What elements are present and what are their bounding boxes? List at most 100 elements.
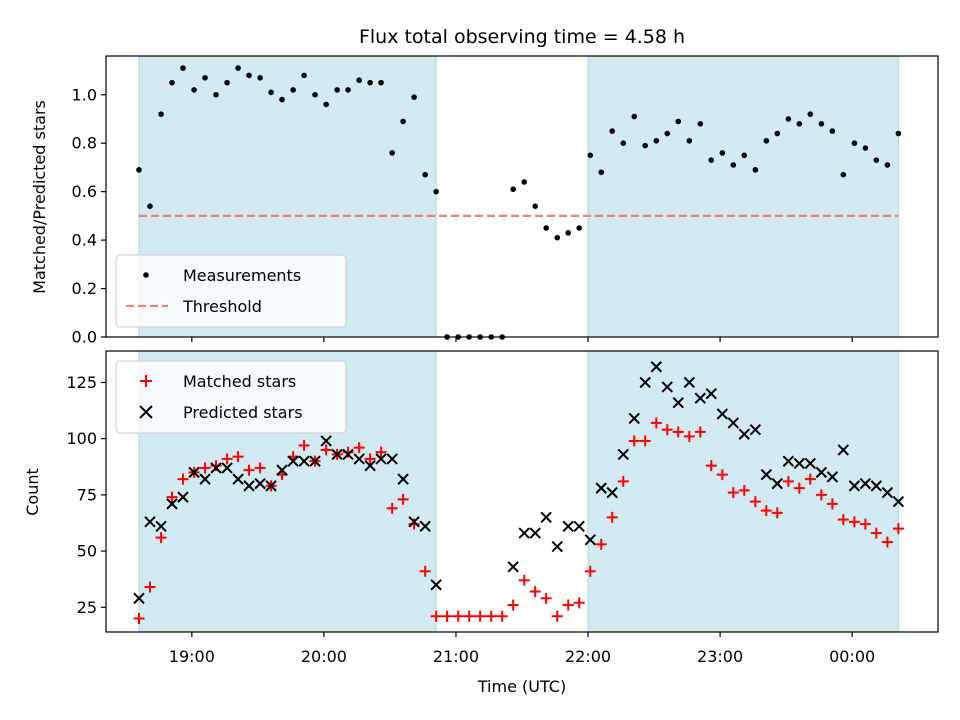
matched-star-point xyxy=(628,435,640,447)
predicted-star-point xyxy=(386,453,398,465)
matched-star-point xyxy=(221,453,233,465)
x-tick-label: 20:00 xyxy=(301,647,347,666)
measurement-point xyxy=(609,128,615,134)
predicted-star-point xyxy=(573,520,585,533)
predicted-star-point xyxy=(144,516,156,528)
measurement-point xyxy=(433,188,439,195)
measurement-point xyxy=(301,72,307,79)
measurement-point xyxy=(367,79,373,86)
predicted-star-point xyxy=(320,435,332,447)
matched-star-point xyxy=(408,518,420,530)
matched-star-point xyxy=(573,597,585,609)
matched-star-point xyxy=(474,610,486,622)
matched-star-point xyxy=(771,507,783,519)
predicted-star-point xyxy=(617,448,629,461)
y-tick-label: 50 xyxy=(77,542,97,561)
legend-box xyxy=(115,254,347,328)
x-tick-label: 19:00 xyxy=(169,647,215,666)
predicted-star-point xyxy=(859,477,872,490)
matched-star-point xyxy=(617,475,629,487)
legend: Matched stars Predicted stars xyxy=(115,360,347,434)
matched-star-point xyxy=(177,473,189,485)
matched-star-point xyxy=(320,444,332,456)
matched-star-point xyxy=(397,493,409,505)
measurement-point xyxy=(708,157,715,163)
predicted-star-point xyxy=(529,527,541,539)
measurement-point xyxy=(576,225,582,231)
predicted-star-point xyxy=(639,376,651,389)
predicted-star-point xyxy=(595,482,607,494)
measurement-point xyxy=(796,121,803,127)
predicted-star-point xyxy=(287,455,299,467)
legend: Measurements Threshold xyxy=(115,254,347,328)
predicted-star-point xyxy=(518,527,530,539)
matched-star-point xyxy=(166,491,178,503)
matched-star-point xyxy=(452,610,464,622)
measurement-point xyxy=(422,171,428,178)
x-tick-label: 21:00 xyxy=(433,647,479,666)
measurement-point xyxy=(136,167,142,173)
predicted-star-point xyxy=(166,498,178,510)
matched-star-point xyxy=(419,565,431,577)
predicted-star-point xyxy=(705,388,717,400)
matched-star-point xyxy=(507,599,519,611)
legend-label: Measurements xyxy=(183,266,301,285)
predicted-star-point xyxy=(375,453,387,465)
measurement-point xyxy=(631,113,638,120)
matched-star-point xyxy=(848,516,860,528)
x-tick-label: 00:00 xyxy=(829,647,875,666)
measurement-point xyxy=(279,96,285,103)
predicted-star-point xyxy=(221,462,233,474)
matched-star-point xyxy=(232,451,244,463)
matched-star-point xyxy=(243,464,255,476)
legend-swatch-matched xyxy=(140,375,152,387)
measurement-point xyxy=(620,140,627,147)
matched-star-point xyxy=(815,489,827,501)
predicted-star-point xyxy=(507,561,519,573)
measurement-point xyxy=(532,203,539,209)
predicted-star-point xyxy=(408,516,420,528)
predicted-star-point xyxy=(364,459,376,472)
measurement-point xyxy=(334,87,340,93)
predicted-star-point xyxy=(199,473,211,485)
predicted-star-point xyxy=(562,520,574,533)
matched-star-point xyxy=(386,502,398,514)
y-tick-label: 1.0 xyxy=(72,85,97,104)
matched-star-point xyxy=(738,484,750,496)
predicted-star-point xyxy=(584,534,596,546)
top-panel: 0.0 0.2 0.4 0.6 0.8 1.0 Measurements Threshold xyxy=(72,55,939,347)
y-tick-label: 100 xyxy=(66,429,97,448)
predicted-star-point xyxy=(210,462,222,474)
predicted-star-point xyxy=(540,511,552,524)
measurement-point xyxy=(697,121,704,127)
predicted-star-point xyxy=(254,477,266,490)
predicted-star-point xyxy=(331,448,343,461)
matched-star-point xyxy=(254,462,266,474)
measurement-point xyxy=(312,91,318,98)
matched-star-point xyxy=(782,475,794,487)
matched-star-point xyxy=(870,527,882,539)
predicted-star-point xyxy=(342,448,354,461)
matched-star-point xyxy=(210,460,222,472)
x-tick-label: 23:00 xyxy=(697,647,743,666)
matched-star-point xyxy=(727,487,739,499)
matched-star-point xyxy=(661,424,673,436)
matched-star-point xyxy=(155,532,167,544)
matched-star-point xyxy=(683,430,695,442)
matched-star-point xyxy=(496,610,508,622)
predicted-star-point xyxy=(782,455,795,467)
predicted-star-point xyxy=(870,480,883,492)
measurement-point xyxy=(587,152,594,159)
matched-star-point xyxy=(551,610,563,622)
legend-label: Threshold xyxy=(182,297,262,316)
legend-label: Predicted stars xyxy=(183,403,303,422)
matched-star-point xyxy=(892,523,904,535)
measurement-point xyxy=(246,72,252,79)
measurement-point xyxy=(389,150,395,156)
measurement-point xyxy=(268,89,274,96)
predicted-star-point xyxy=(727,417,740,429)
predicted-star-point xyxy=(650,361,663,373)
matched-star-point xyxy=(375,446,387,458)
matched-star-point xyxy=(826,498,838,510)
